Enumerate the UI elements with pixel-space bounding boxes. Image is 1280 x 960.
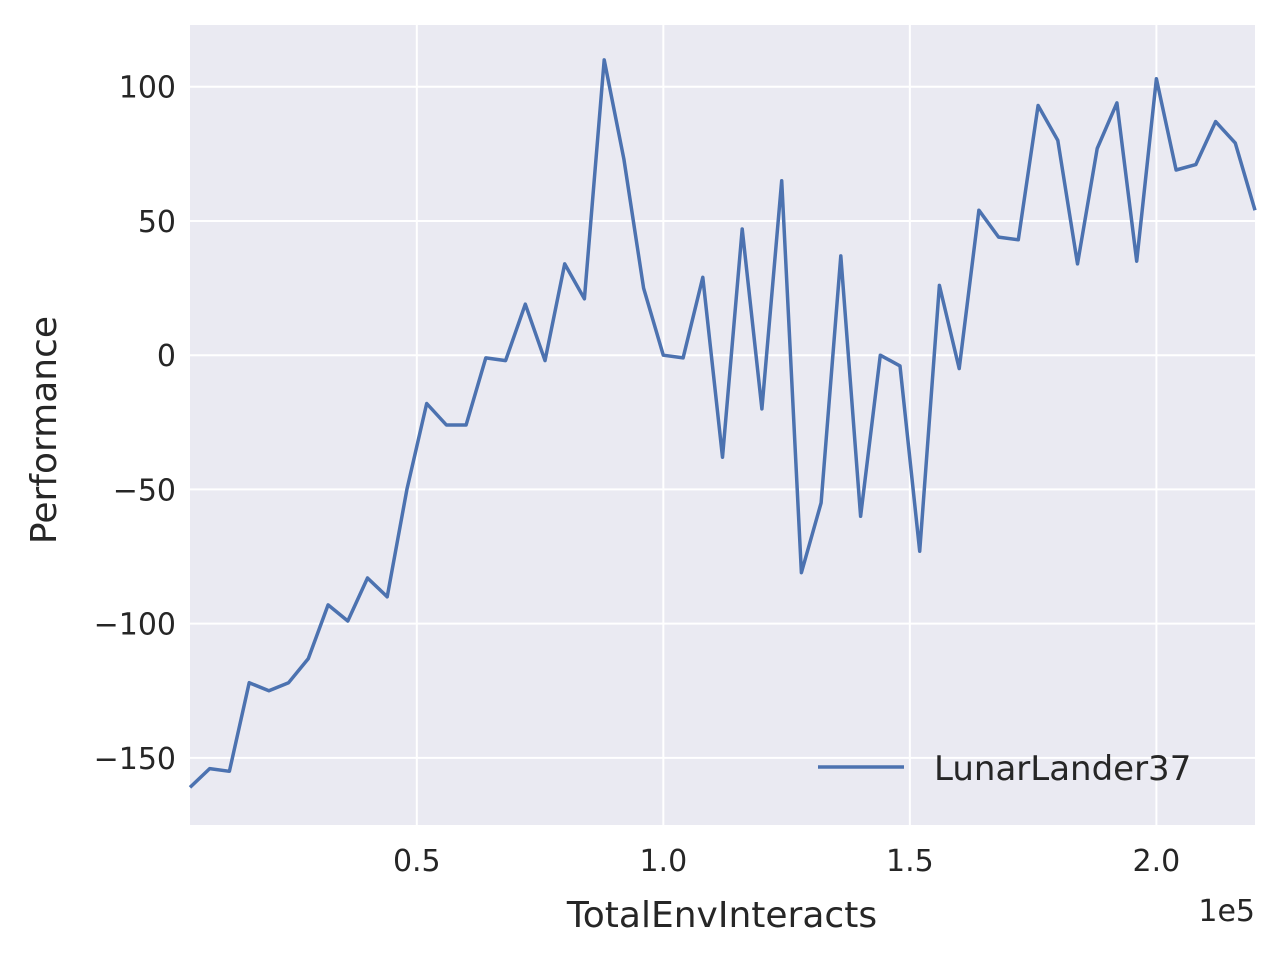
x-tick-label: 1.0 — [639, 844, 687, 879]
plot-background — [190, 25, 1255, 825]
series-layer — [188, 58, 1257, 789]
x-tick-label: 2.0 — [1133, 844, 1181, 879]
y-axis-label: Performance — [24, 316, 65, 544]
x-tick-labels: 0.5 1.0 1.5 2.0 — [393, 844, 1180, 879]
y-tick-label: −150 — [94, 742, 176, 777]
x-offset-label: 1e5 — [1198, 894, 1255, 929]
x-tick-label: 0.5 — [393, 844, 441, 879]
x-tick-label: 1.5 — [886, 844, 934, 879]
y-tick-label: 100 — [119, 71, 176, 106]
y-tick-labels: 100 50 0 −50 −100 −150 — [94, 71, 176, 777]
y-tick-label: −50 — [113, 473, 176, 508]
y-tick-label: 0 — [157, 339, 176, 374]
y-tick-label: −100 — [94, 608, 176, 643]
legend: LunarLander37 — [818, 749, 1191, 789]
y-tick-label: 50 — [138, 205, 176, 240]
grid-lines — [190, 25, 1255, 825]
legend-label: LunarLander37 — [934, 749, 1191, 789]
x-axis-label: TotalEnvInteracts — [566, 895, 877, 936]
series-line — [188, 58, 1257, 789]
